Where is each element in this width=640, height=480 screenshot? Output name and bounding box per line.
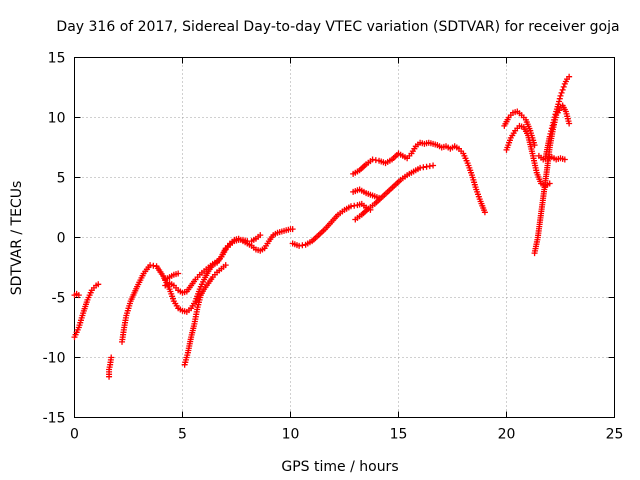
series-arc-13	[503, 122, 553, 189]
x-tick-label: 25	[606, 427, 624, 443]
x-tick-label: 5	[178, 427, 187, 443]
chart-title: Day 316 of 2017, Sidereal Day-to-day VTE…	[56, 19, 619, 35]
data-point	[257, 232, 264, 239]
data-point	[559, 86, 566, 93]
axis-ticks: 0 5 10 15 20 25 -15 -10 -5 0 5 10 15	[43, 51, 624, 443]
data-point	[222, 262, 229, 269]
data-point	[566, 73, 573, 80]
data-point	[108, 354, 115, 361]
x-axis-label: GPS time / hours	[281, 459, 398, 475]
x-tick-label: 0	[70, 427, 79, 443]
data-point	[548, 125, 555, 132]
series-arc-12	[501, 108, 538, 149]
data-point	[558, 89, 565, 96]
x-tick-label: 10	[282, 427, 300, 443]
data-point	[175, 270, 182, 277]
series-arc-15	[535, 152, 568, 163]
y-tick-label: -15	[43, 411, 66, 427]
series-arc-9	[350, 139, 488, 216]
series-arc-10	[350, 186, 383, 201]
data-point	[555, 101, 562, 108]
data-point	[551, 114, 558, 121]
data-point	[75, 292, 82, 299]
data-point	[551, 116, 558, 123]
x-tick-label: 15	[390, 427, 408, 443]
y-tick-label: -5	[52, 291, 66, 307]
data-point	[481, 209, 488, 216]
data-point	[549, 122, 556, 129]
series-arc-11	[352, 162, 437, 223]
y-tick-label: -10	[43, 351, 66, 367]
data-point	[561, 156, 568, 163]
series-arc-6	[162, 270, 182, 283]
y-tick-label: 15	[48, 51, 66, 67]
data-point	[547, 130, 554, 137]
series-arc-3	[106, 354, 115, 380]
data-point	[95, 281, 102, 288]
data-point	[430, 162, 437, 169]
data-point	[550, 119, 557, 126]
series-arc-14	[531, 102, 573, 257]
data-point	[560, 83, 567, 90]
series-arc-2	[71, 281, 102, 341]
data-point	[557, 92, 564, 99]
data-point	[552, 111, 559, 118]
series-arc-8	[289, 200, 374, 249]
series-arc-1	[71, 290, 82, 299]
series-arc-7	[181, 262, 229, 368]
y-tick-label: 10	[48, 111, 66, 127]
series-arc-16	[542, 73, 573, 162]
y-tick-label: 5	[57, 171, 66, 187]
data-points	[71, 73, 573, 380]
data-point	[556, 95, 563, 102]
y-axis-label: SDTVAR / TECUs	[9, 181, 25, 296]
data-point	[566, 120, 573, 127]
data-point	[546, 133, 553, 140]
data-point	[548, 128, 555, 135]
data-point	[556, 98, 563, 105]
x-tick-label: 20	[498, 427, 516, 443]
grid-lines	[74, 57, 615, 418]
data-point	[289, 226, 296, 233]
y-tick-label: 0	[57, 231, 66, 247]
series-arc-5	[162, 232, 264, 296]
